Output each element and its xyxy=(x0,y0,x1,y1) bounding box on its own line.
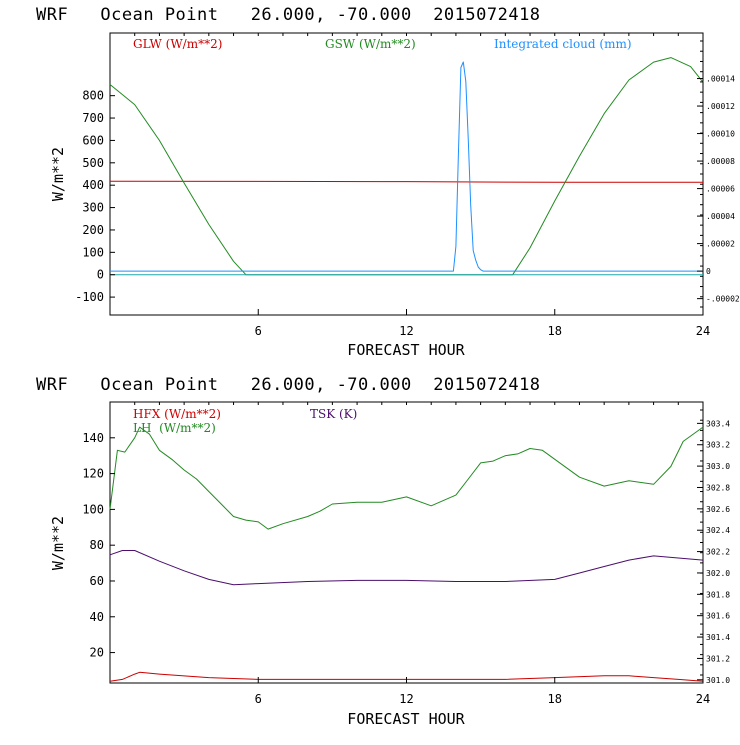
x-axis-ticks: 6 12 18 24 xyxy=(134,33,710,338)
panel-title: WRF Ocean Point 26.000, -70.000 20150724… xyxy=(36,375,541,395)
left-tick-label: 200 xyxy=(82,223,104,237)
legend-lh: LH (W/m**2) xyxy=(133,421,216,435)
plot-area xyxy=(109,426,704,682)
panel-fluxes: WRF Ocean Point 26.000, -70.000 20150724… xyxy=(36,375,730,728)
left-tick-label: 700 xyxy=(82,111,104,125)
left-tick-label: 400 xyxy=(82,178,104,192)
x-tick-label: 6 xyxy=(255,324,262,338)
right-tick-label: .00014 xyxy=(706,75,735,84)
right-tick-label: .00004 xyxy=(706,212,735,221)
left-tick-label: -100 xyxy=(75,290,104,304)
legend-glw: GLW (W/m**2) xyxy=(133,37,222,51)
x-tick-label: 18 xyxy=(548,324,562,338)
right-tick-label: 302.4 xyxy=(706,526,730,535)
x-axis-ticks: 6 12 18 24 xyxy=(134,402,710,706)
right-tick-label: 301.6 xyxy=(706,612,730,621)
legend-tsk: TSK (K) xyxy=(310,407,357,421)
legend-gsw: GSW (W/m**2) xyxy=(325,37,416,51)
right-tick-label: .00010 xyxy=(706,130,735,139)
right-tick-label: 303.0 xyxy=(706,462,730,471)
left-tick-label: 0 xyxy=(97,268,104,282)
right-tick-label: 301.0 xyxy=(706,676,730,685)
right-tick-label: 0 xyxy=(706,267,711,276)
panel-title: WRF Ocean Point 26.000, -70.000 20150724… xyxy=(36,5,541,25)
left-tick-label: 80 xyxy=(90,538,104,552)
right-axis-ticks: 301.0 301.2 301.4 301.6 301.8 302.0 302.2 302.4… xyxy=(697,409,730,685)
x-tick-label: 12 xyxy=(399,692,413,706)
left-tick-label: 500 xyxy=(82,156,104,170)
x-axis-label: FORECAST HOUR xyxy=(347,710,465,728)
left-tick-label: 600 xyxy=(82,133,104,147)
y-axis-label: W/m**2 xyxy=(49,516,67,570)
right-tick-label: .00006 xyxy=(706,185,735,194)
panel-radiation: WRF Ocean Point 26.000, -70.000 20150724… xyxy=(36,5,740,359)
left-tick-label: 60 xyxy=(90,574,104,588)
left-tick-label: 800 xyxy=(82,89,104,103)
x-tick-label: 6 xyxy=(255,692,262,706)
legend-hfx: HFX (W/m**2) xyxy=(133,407,221,421)
left-axis-ticks: 20 40 60 80 100 120 140 xyxy=(82,431,115,660)
right-axis-ticks: -.00002 0 .00002 .00004 .00006 .00008 .00010 .0… xyxy=(697,40,740,308)
x-tick-label: 24 xyxy=(696,692,710,706)
left-tick-label: 140 xyxy=(82,431,104,445)
legend-cloud: Integrated cloud (mm) xyxy=(494,37,632,51)
right-tick-label: 301.4 xyxy=(706,633,730,642)
left-axis-ticks: -100 0 100 200 300 400 500 600 700 800 xyxy=(75,89,115,304)
x-axis-label: FORECAST HOUR xyxy=(347,341,465,359)
right-tick-label: 302.6 xyxy=(706,505,730,514)
series-line-integrated xyxy=(110,61,703,272)
plot-frame xyxy=(109,32,704,316)
right-tick-label: -.00002 xyxy=(706,295,740,304)
right-tick-label: 301.2 xyxy=(706,654,730,663)
series-line-lh xyxy=(109,426,704,530)
left-tick-label: 100 xyxy=(82,502,104,516)
series-line-tsk xyxy=(109,550,704,586)
right-tick-label: 302.8 xyxy=(706,483,730,492)
series-line-hfx xyxy=(109,671,704,682)
plot-frame xyxy=(109,401,704,684)
right-tick-label: .00002 xyxy=(706,240,735,249)
left-tick-label: 100 xyxy=(82,245,104,259)
right-tick-label: .00012 xyxy=(706,102,735,111)
x-tick-label: 24 xyxy=(696,324,710,338)
left-tick-label: 20 xyxy=(90,646,104,660)
series-line-gsw xyxy=(109,57,704,276)
right-tick-label: 303.4 xyxy=(706,419,730,428)
left-tick-label: 40 xyxy=(90,610,104,624)
series-line-glw xyxy=(109,180,703,183)
right-tick-label: 302.2 xyxy=(706,548,730,557)
right-tick-label: 302.0 xyxy=(706,569,730,578)
right-tick-label: 301.8 xyxy=(706,590,730,599)
x-tick-label: 18 xyxy=(548,692,562,706)
right-tick-label: .00008 xyxy=(706,157,735,166)
left-tick-label: 300 xyxy=(82,201,104,215)
plot-area xyxy=(109,57,704,276)
y-axis-label: W/m**2 xyxy=(49,147,67,201)
left-tick-label: 120 xyxy=(82,467,104,481)
right-tick-label: 303.2 xyxy=(706,441,730,450)
x-tick-label: 12 xyxy=(399,324,413,338)
